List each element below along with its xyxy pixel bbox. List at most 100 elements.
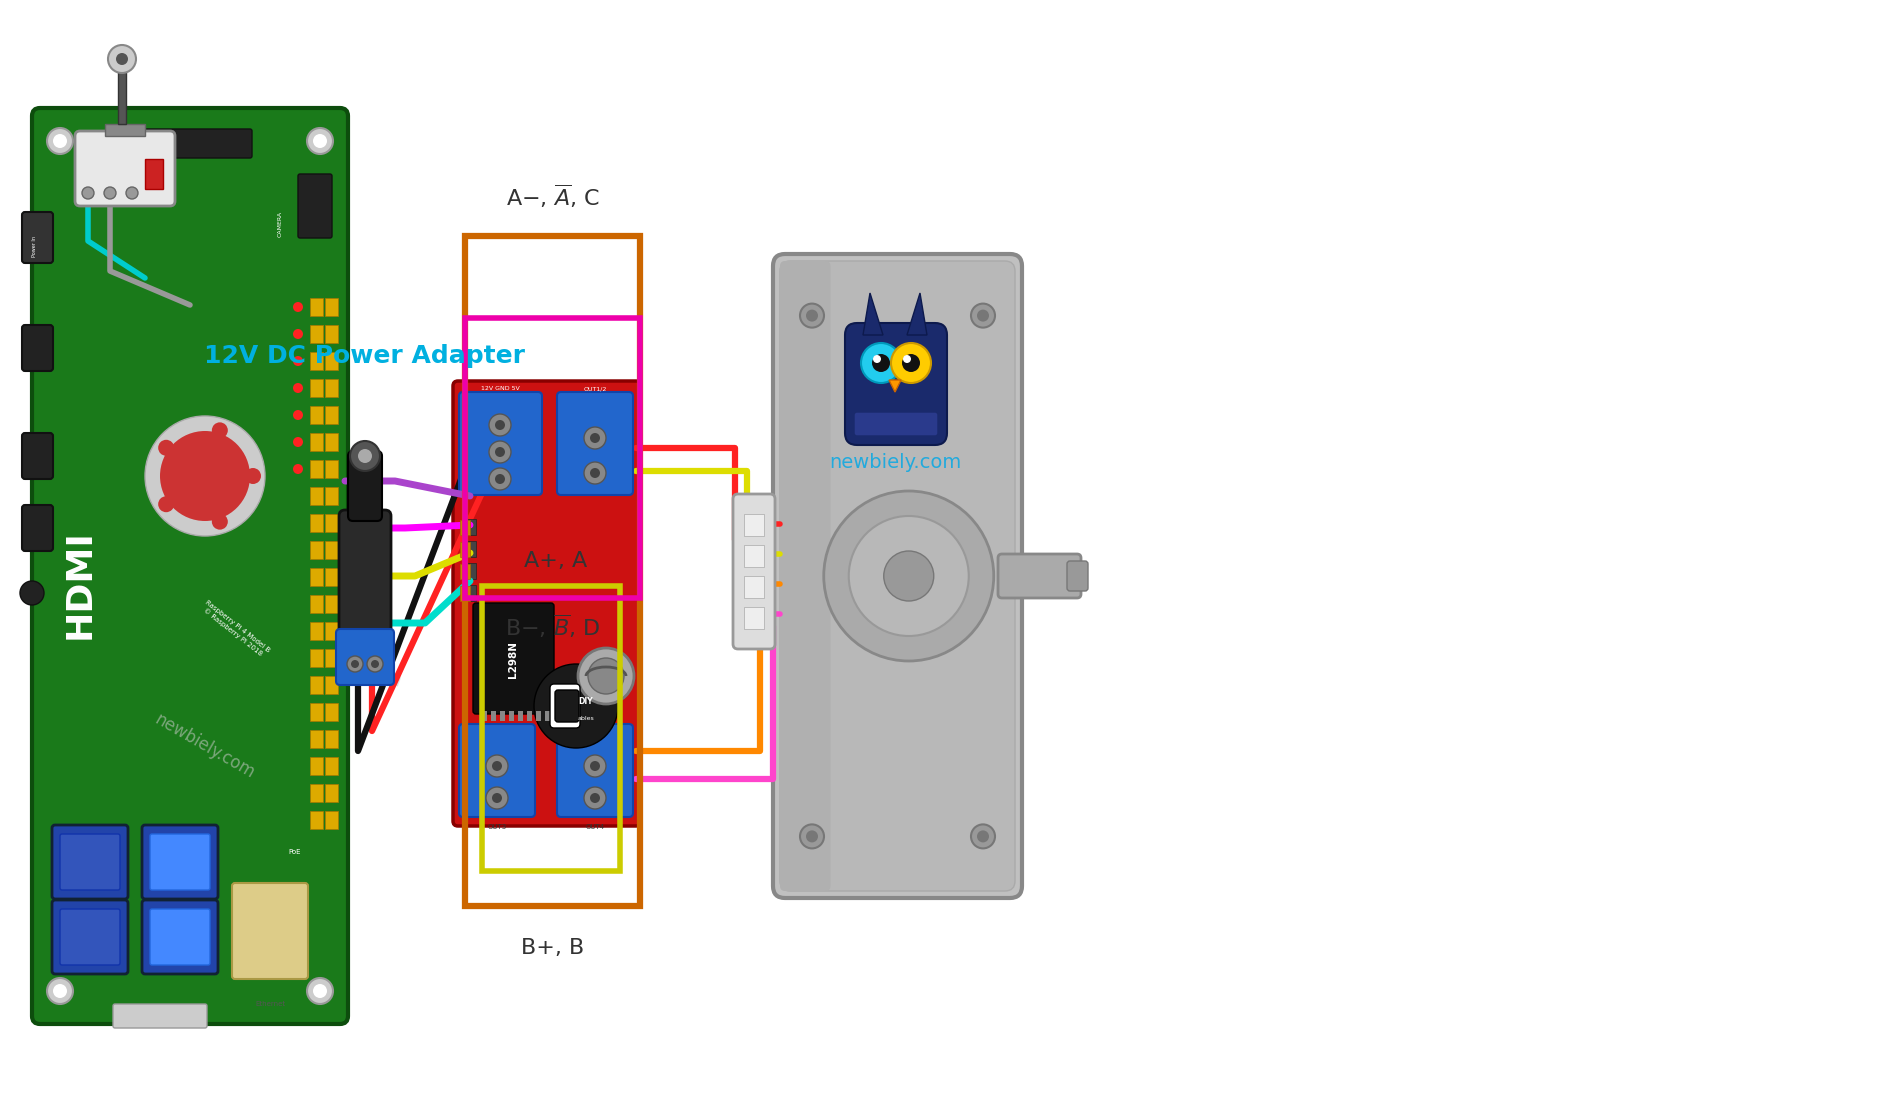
Circle shape — [211, 513, 228, 530]
Bar — [310, 757, 323, 775]
Circle shape — [158, 440, 175, 455]
Text: 12V GND 5V: 12V GND 5V — [481, 386, 519, 391]
Bar — [462, 562, 477, 579]
Circle shape — [583, 787, 606, 809]
Bar — [325, 325, 338, 343]
FancyBboxPatch shape — [452, 381, 640, 826]
Bar — [310, 703, 323, 721]
Circle shape — [496, 420, 505, 430]
Bar — [325, 595, 338, 613]
Text: 12V DC Power Adapter: 12V DC Power Adapter — [205, 344, 526, 368]
Bar — [325, 622, 338, 639]
Circle shape — [158, 497, 175, 512]
Circle shape — [872, 355, 882, 363]
FancyBboxPatch shape — [555, 690, 580, 722]
Bar — [745, 607, 764, 629]
Bar — [325, 406, 338, 424]
Text: B$-$, $\overline{B}$, D: B$-$, $\overline{B}$, D — [505, 613, 600, 639]
Bar — [325, 487, 338, 506]
Circle shape — [591, 433, 600, 443]
Circle shape — [977, 830, 990, 843]
Circle shape — [21, 581, 44, 605]
FancyBboxPatch shape — [61, 910, 120, 965]
Circle shape — [971, 304, 996, 328]
Bar — [310, 622, 323, 639]
Bar — [325, 811, 338, 829]
Text: PoE: PoE — [289, 849, 302, 855]
Bar — [526, 711, 532, 721]
Circle shape — [902, 355, 910, 363]
Bar — [310, 650, 323, 667]
FancyBboxPatch shape — [549, 684, 579, 728]
Circle shape — [293, 302, 302, 312]
Circle shape — [583, 756, 606, 777]
Bar — [325, 785, 338, 802]
Circle shape — [108, 45, 137, 73]
Circle shape — [293, 383, 302, 393]
Bar — [460, 586, 469, 602]
Bar — [310, 541, 323, 559]
FancyBboxPatch shape — [23, 433, 53, 479]
Bar — [325, 433, 338, 451]
Circle shape — [53, 134, 67, 148]
Bar — [325, 757, 338, 775]
FancyBboxPatch shape — [51, 825, 127, 899]
Circle shape — [486, 787, 507, 809]
FancyBboxPatch shape — [557, 392, 633, 496]
FancyBboxPatch shape — [32, 108, 348, 1024]
Circle shape — [800, 825, 825, 848]
Bar — [325, 676, 338, 694]
Text: L298N: L298N — [507, 641, 519, 677]
FancyBboxPatch shape — [460, 724, 536, 817]
Bar — [325, 730, 338, 748]
Bar — [144, 158, 163, 189]
FancyBboxPatch shape — [150, 910, 211, 965]
FancyBboxPatch shape — [232, 883, 308, 979]
FancyBboxPatch shape — [846, 323, 946, 445]
Circle shape — [534, 664, 618, 748]
Circle shape — [891, 343, 931, 383]
Text: OUT3: OUT3 — [488, 824, 507, 830]
FancyBboxPatch shape — [781, 261, 1015, 891]
Text: B+, B: B+, B — [521, 939, 583, 958]
Circle shape — [496, 448, 505, 456]
FancyBboxPatch shape — [336, 629, 393, 685]
Bar — [466, 318, 640, 598]
FancyBboxPatch shape — [998, 554, 1081, 598]
Bar — [310, 730, 323, 748]
Bar — [325, 379, 338, 397]
Circle shape — [125, 187, 139, 199]
Circle shape — [160, 431, 251, 521]
FancyBboxPatch shape — [23, 212, 53, 263]
FancyBboxPatch shape — [773, 254, 1022, 898]
Circle shape — [352, 660, 359, 668]
Bar — [490, 711, 496, 721]
Bar — [745, 545, 764, 567]
FancyBboxPatch shape — [853, 412, 939, 436]
Circle shape — [370, 660, 378, 668]
Text: OUT1/2: OUT1/2 — [583, 386, 606, 391]
FancyBboxPatch shape — [61, 834, 120, 889]
Bar — [310, 676, 323, 694]
Bar — [462, 519, 477, 535]
Circle shape — [884, 551, 933, 602]
Bar — [325, 298, 338, 316]
Circle shape — [293, 356, 302, 366]
Circle shape — [492, 793, 502, 804]
Bar — [310, 785, 323, 802]
Bar — [460, 520, 469, 535]
Circle shape — [308, 128, 332, 154]
Circle shape — [583, 427, 606, 449]
Polygon shape — [889, 381, 901, 392]
Circle shape — [806, 830, 819, 843]
Circle shape — [308, 978, 332, 1004]
FancyBboxPatch shape — [23, 325, 53, 371]
Circle shape — [82, 187, 93, 199]
Bar — [310, 379, 323, 397]
Bar — [325, 460, 338, 478]
FancyBboxPatch shape — [1068, 561, 1089, 591]
Circle shape — [806, 309, 819, 321]
Circle shape — [293, 329, 302, 339]
Bar — [310, 298, 323, 316]
Bar — [310, 352, 323, 371]
